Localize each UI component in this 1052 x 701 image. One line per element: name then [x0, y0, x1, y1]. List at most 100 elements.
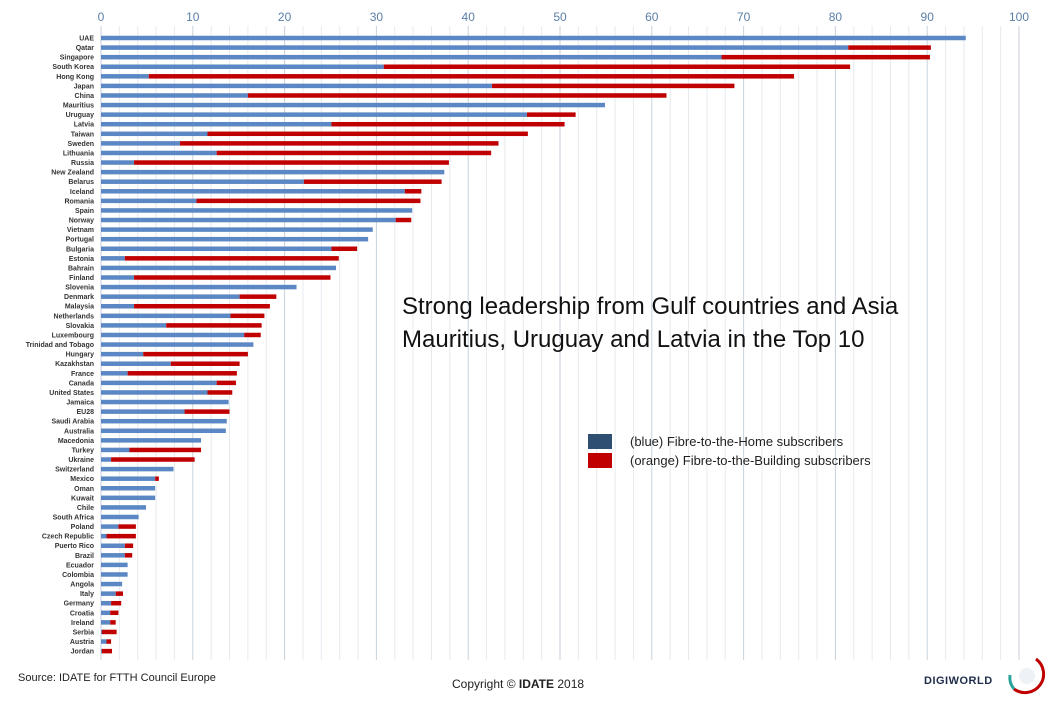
- bar-ftth: [101, 217, 396, 223]
- copyright-year: 2018: [557, 677, 585, 691]
- category-label: Turkey: [72, 447, 95, 454]
- category-label: Latvia: [74, 122, 94, 129]
- bar-fttb: [106, 533, 136, 539]
- category-label: Vietnam: [67, 227, 94, 234]
- bar-fttb: [124, 553, 133, 558]
- chart-bars: [101, 35, 966, 654]
- bar-fttb: [331, 121, 565, 127]
- bar-ftth: [101, 562, 128, 568]
- bar-ftth: [101, 150, 217, 156]
- bar-ftth: [101, 371, 128, 376]
- bar-ftth: [101, 313, 231, 319]
- category-label: Poland: [71, 524, 94, 531]
- x-tick-label: 20: [278, 10, 292, 24]
- idate-years-badge-icon: [1008, 657, 1046, 695]
- category-label: Jamaica: [66, 400, 94, 407]
- category-label: Angola: [70, 582, 94, 589]
- bar-fttb: [124, 543, 134, 548]
- bar-ftth: [101, 35, 966, 41]
- bar-fttb: [101, 629, 117, 635]
- bar-ftth: [101, 466, 174, 472]
- bar-fttb: [118, 524, 136, 529]
- bar-fttb: [155, 476, 159, 481]
- category-label: Bulgaria: [66, 246, 94, 253]
- category-label: Uruguay: [66, 112, 95, 119]
- category-label: UAE: [79, 36, 94, 43]
- category-label: Russia: [71, 160, 94, 167]
- x-tick-label: 0: [98, 10, 105, 24]
- x-axis-tick-labels: 0 10 20 30 40 50 60 70 80 90 100: [98, 10, 1030, 24]
- bar-ftth: [101, 294, 240, 299]
- bar-fttb: [247, 93, 667, 98]
- legend-swatch-fttb: [588, 453, 612, 468]
- legend-label-fttb: (orange) Fibre-to-the-Building subscribe…: [630, 453, 871, 468]
- bar-fttb: [216, 380, 236, 386]
- category-label: Puerto Rico: [55, 543, 94, 550]
- bar-ftth: [101, 246, 332, 252]
- bar-fttb: [124, 256, 339, 261]
- bar-fttb: [134, 303, 270, 309]
- category-label: Serbia: [73, 629, 95, 636]
- bar-ftth: [101, 54, 722, 60]
- category-label: Sweden: [68, 141, 94, 148]
- category-label: Spain: [75, 208, 94, 215]
- bar-ftth: [101, 380, 217, 386]
- bar-ftth: [101, 303, 135, 309]
- x-tick-label: 10: [186, 10, 200, 24]
- bar-ftth: [101, 83, 493, 89]
- bar-ftth: [101, 553, 125, 558]
- bar-fttb: [143, 351, 248, 357]
- bar-ftth: [101, 323, 167, 328]
- bar-ftth: [101, 447, 130, 453]
- bar-ftth: [101, 93, 248, 98]
- bar-ftth: [101, 476, 156, 481]
- category-label: Slovakia: [66, 323, 95, 330]
- category-label: Qatar: [76, 45, 95, 52]
- bar-fttb: [110, 610, 119, 616]
- category-label: Luxembourg: [52, 332, 94, 339]
- category-label: South Korea: [52, 64, 94, 71]
- category-label: Ireland: [71, 620, 94, 627]
- category-label: Hong Kong: [56, 74, 94, 81]
- bar-ftth: [101, 179, 304, 184]
- bar-ftth: [101, 342, 254, 347]
- bar-fttb: [230, 313, 265, 319]
- bar-ftth: [101, 524, 119, 529]
- category-label: Malaysia: [65, 304, 94, 311]
- category-label: Singapore: [60, 55, 94, 62]
- category-label: Hungary: [66, 352, 95, 359]
- bar-ftth: [101, 275, 135, 280]
- copyright-note: Copyright © IDATE 2018: [452, 677, 584, 691]
- category-label: Saudi Arabia: [51, 419, 94, 426]
- bar-fttb: [492, 83, 735, 89]
- category-label: Australia: [64, 428, 94, 435]
- category-label: Chile: [77, 505, 94, 512]
- bar-fttb: [721, 54, 930, 60]
- category-label: Bahrain: [68, 265, 94, 272]
- bar-ftth: [101, 332, 245, 338]
- category-label: Belarus: [68, 179, 94, 186]
- bar-fttb: [184, 409, 230, 414]
- legend-item-fttb: (orange) Fibre-to-the-Building subscribe…: [588, 451, 871, 470]
- category-label: Oman: [74, 486, 94, 493]
- bar-ftth: [101, 121, 332, 127]
- copyright-prefix: Copyright ©: [452, 677, 516, 691]
- bar-fttb: [331, 246, 358, 252]
- bar-ftth: [101, 236, 369, 242]
- category-label: Taiwan: [71, 131, 94, 138]
- bar-ftth: [101, 505, 146, 510]
- legend-label-ftth: (blue) Fibre-to-the-Home subscribers: [630, 434, 844, 449]
- category-label: Brazil: [75, 553, 94, 560]
- category-label: Czech Republic: [42, 534, 94, 541]
- category-label: Jordan: [71, 649, 94, 656]
- x-tick-label: 70: [737, 10, 751, 24]
- bar-ftth: [101, 639, 107, 644]
- bar-ftth: [101, 112, 527, 117]
- category-label: Colombia: [62, 572, 94, 579]
- category-label: New Zealand: [51, 170, 94, 177]
- bar-ftth: [101, 533, 107, 539]
- bar-ftth: [101, 74, 149, 79]
- bar-ftth: [101, 256, 125, 261]
- category-labels: UAE Qatar Singapore South Korea Hong Kong Jap…: [26, 36, 95, 656]
- bar-fttb: [848, 45, 931, 50]
